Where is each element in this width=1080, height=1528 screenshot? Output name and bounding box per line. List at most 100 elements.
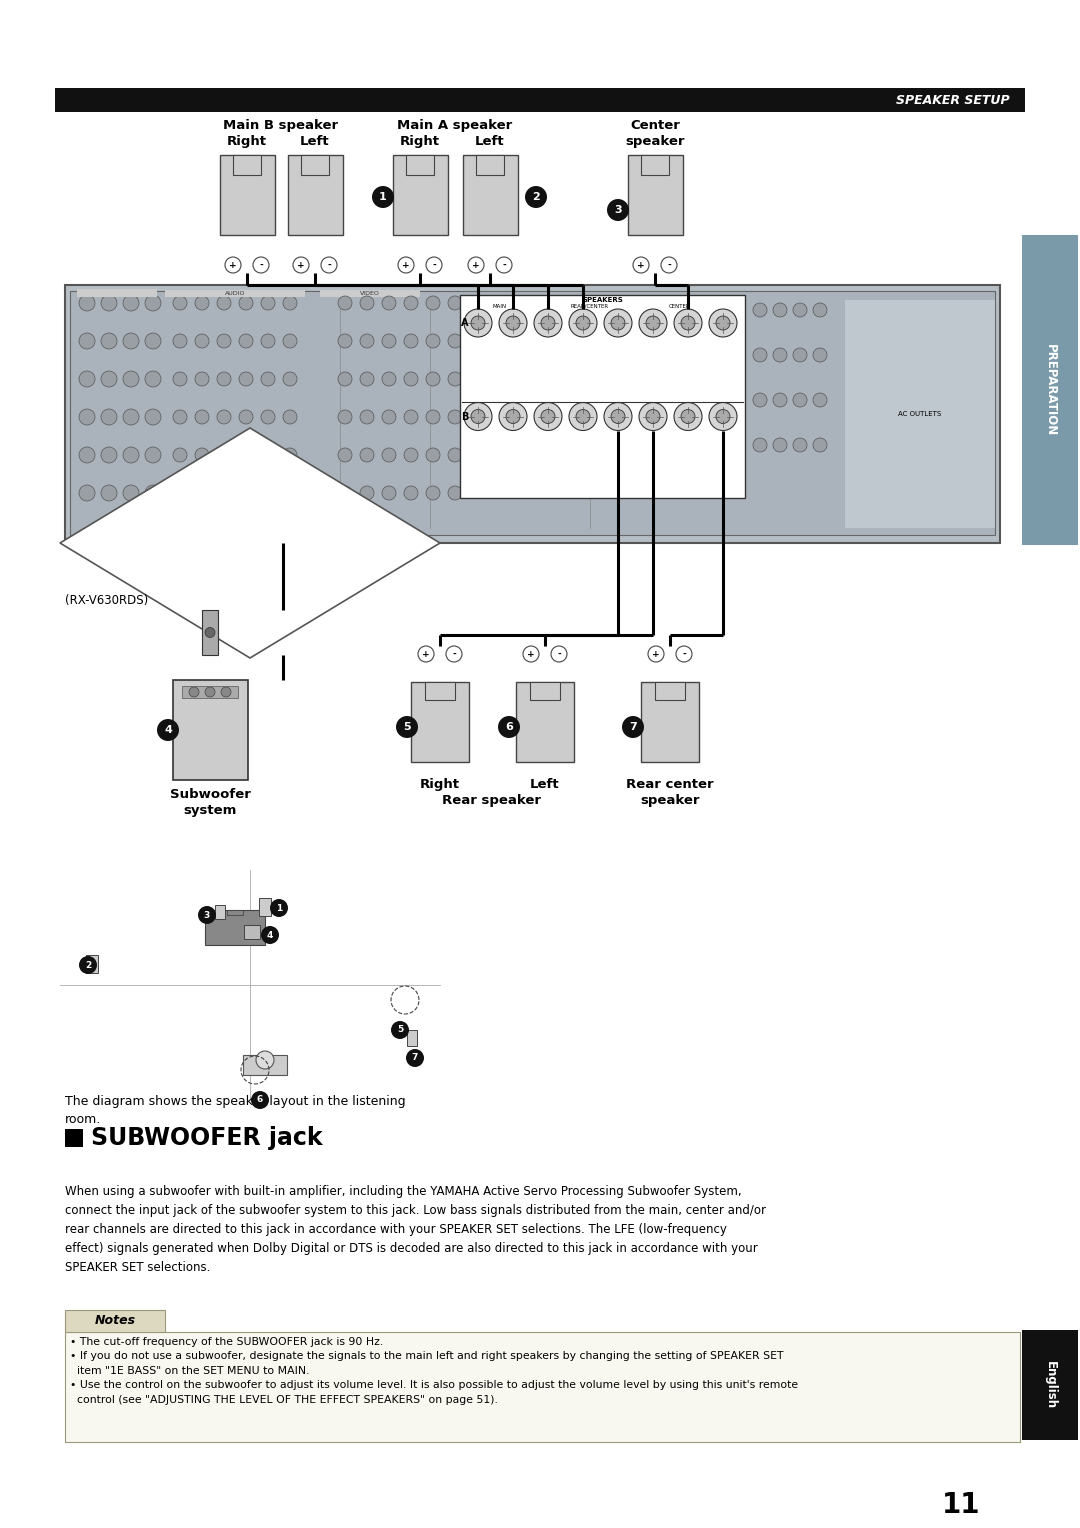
Circle shape <box>499 402 527 431</box>
Text: 5: 5 <box>396 1025 403 1034</box>
Circle shape <box>681 316 696 330</box>
Bar <box>65 286 1000 542</box>
Text: 1: 1 <box>275 903 282 912</box>
Circle shape <box>239 448 253 461</box>
Text: -: - <box>683 649 686 659</box>
Circle shape <box>79 295 95 312</box>
Circle shape <box>471 410 485 423</box>
Circle shape <box>813 439 827 452</box>
Circle shape <box>404 410 418 423</box>
Text: AC OUTLETS: AC OUTLETS <box>899 411 942 417</box>
Text: When using a subwoofer with built-in amplifier, including the YAMAHA Active Serv: When using a subwoofer with built-in amp… <box>65 1186 766 1274</box>
Circle shape <box>338 410 352 423</box>
Bar <box>243 1054 287 1076</box>
Circle shape <box>173 410 187 423</box>
Circle shape <box>145 295 161 312</box>
Circle shape <box>708 402 737 431</box>
Text: MAIN: MAIN <box>492 304 508 309</box>
Circle shape <box>448 486 462 500</box>
Bar <box>202 610 218 656</box>
Circle shape <box>102 484 117 501</box>
Circle shape <box>256 1051 274 1070</box>
Circle shape <box>198 906 216 924</box>
Circle shape <box>382 371 396 387</box>
Text: CENTER: CENTER <box>670 304 691 309</box>
Text: 7: 7 <box>630 723 637 732</box>
Bar <box>845 299 995 529</box>
Circle shape <box>426 448 440 461</box>
Circle shape <box>404 486 418 500</box>
Circle shape <box>404 335 418 348</box>
Text: 4: 4 <box>267 931 273 940</box>
Bar <box>320 290 420 296</box>
Bar <box>227 911 243 915</box>
Circle shape <box>145 410 161 425</box>
Circle shape <box>793 393 807 406</box>
Text: B: B <box>461 411 469 422</box>
Circle shape <box>399 257 414 274</box>
Text: VIDEO: VIDEO <box>360 290 380 295</box>
Circle shape <box>217 486 231 500</box>
Circle shape <box>793 348 807 362</box>
Text: 2: 2 <box>85 961 91 969</box>
Circle shape <box>283 448 297 461</box>
Text: 1: 1 <box>379 193 387 202</box>
Circle shape <box>753 303 767 316</box>
Circle shape <box>464 402 492 431</box>
Circle shape <box>569 402 597 431</box>
Text: +: + <box>527 649 535 659</box>
Circle shape <box>283 335 297 348</box>
Circle shape <box>639 402 667 431</box>
Circle shape <box>145 484 161 501</box>
Circle shape <box>813 393 827 406</box>
Circle shape <box>569 309 597 338</box>
Text: A: A <box>461 318 469 329</box>
Circle shape <box>157 720 179 741</box>
Circle shape <box>382 335 396 348</box>
Circle shape <box>496 257 512 274</box>
Bar <box>86 955 98 973</box>
Bar <box>183 686 238 698</box>
Circle shape <box>576 410 590 423</box>
Circle shape <box>813 303 827 316</box>
Circle shape <box>338 448 352 461</box>
Circle shape <box>79 957 97 973</box>
Circle shape <box>382 296 396 310</box>
Circle shape <box>604 309 632 338</box>
Circle shape <box>123 448 139 463</box>
Circle shape <box>793 439 807 452</box>
Text: +: + <box>297 260 305 269</box>
Bar <box>77 289 157 296</box>
Bar <box>65 1332 1020 1442</box>
Circle shape <box>676 646 692 662</box>
Text: REAR/CENTER: REAR/CENTER <box>571 304 609 309</box>
Circle shape <box>102 448 117 463</box>
Circle shape <box>498 717 519 738</box>
Circle shape <box>468 257 484 274</box>
Text: Left: Left <box>530 778 559 790</box>
Bar <box>235 532 315 536</box>
Circle shape <box>338 371 352 387</box>
Circle shape <box>633 257 649 274</box>
Circle shape <box>239 410 253 423</box>
Bar <box>654 681 685 700</box>
Circle shape <box>773 348 787 362</box>
Circle shape <box>773 303 787 316</box>
Circle shape <box>79 410 95 425</box>
Circle shape <box>195 486 210 500</box>
Circle shape <box>239 335 253 348</box>
Circle shape <box>283 296 297 310</box>
Circle shape <box>195 410 210 423</box>
Circle shape <box>102 333 117 348</box>
Bar <box>426 681 455 700</box>
Text: Rear speaker: Rear speaker <box>443 793 541 807</box>
Circle shape <box>426 371 440 387</box>
Circle shape <box>173 335 187 348</box>
Circle shape <box>173 486 187 500</box>
Circle shape <box>813 348 827 362</box>
Text: -: - <box>327 260 330 269</box>
Circle shape <box>448 335 462 348</box>
Bar <box>1022 1329 1078 1439</box>
Text: The diagram shows the speaker layout in the listening
room.: The diagram shows the speaker layout in … <box>65 1096 406 1126</box>
Circle shape <box>396 717 418 738</box>
